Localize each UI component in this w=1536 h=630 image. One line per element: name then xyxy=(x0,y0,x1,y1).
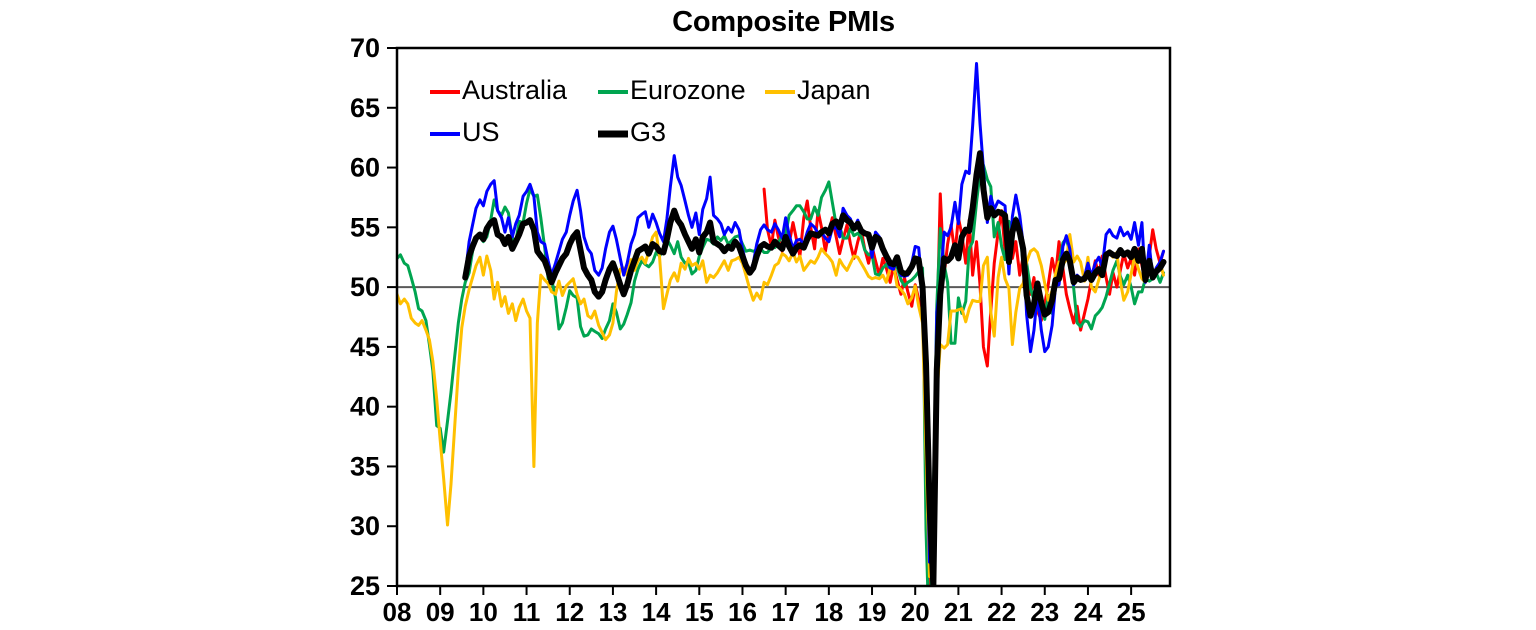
x-tick-label: 20 xyxy=(901,597,930,627)
y-tick-label: 55 xyxy=(350,212,380,242)
page-title: Composite PMIs xyxy=(672,6,895,38)
x-tick-label: 09 xyxy=(426,597,455,627)
y-tick-label: 30 xyxy=(350,511,380,541)
y-tick-label: 25 xyxy=(350,571,380,601)
legend-item-g3: G3 xyxy=(598,117,666,147)
y-tick-label: 35 xyxy=(350,451,380,481)
x-tick-label: 10 xyxy=(469,597,498,627)
x-tick-label: 24 xyxy=(1073,597,1102,627)
legend-item-australia: Australia xyxy=(430,75,568,105)
y-tick-label: 70 xyxy=(350,33,380,63)
x-tick-label: 13 xyxy=(598,597,627,627)
x-tick-label: 25 xyxy=(1117,597,1146,627)
x-tick-label: 16 xyxy=(728,597,757,627)
series-lines xyxy=(397,62,1167,586)
x-tick-label: 22 xyxy=(987,597,1016,627)
legend-label: G3 xyxy=(630,117,666,147)
series-line-us xyxy=(463,62,1166,564)
x-tick-label: 18 xyxy=(814,597,843,627)
plot-frame xyxy=(395,46,1172,588)
legend-label: Eurozone xyxy=(630,75,746,105)
y-tick-label: 60 xyxy=(350,153,380,183)
y-tick-label: 50 xyxy=(350,272,380,302)
x-tick-label: 12 xyxy=(555,597,584,627)
series-line-g3 xyxy=(462,150,1167,586)
y-tick-label: 45 xyxy=(350,332,380,362)
x-tick-label: 23 xyxy=(1030,597,1059,627)
x-tick-label: 21 xyxy=(944,597,973,627)
y-tick-label: 40 xyxy=(350,392,380,422)
x-tick-label: 14 xyxy=(642,597,671,627)
x-axis-ticks: 08 09 10 11 12 13 14 15 16 17 18 19 20 21 22 23 24 25 xyxy=(383,586,1146,627)
legend-label: Japan xyxy=(797,75,871,105)
legend-item-eurozone: Eurozone xyxy=(598,75,746,105)
x-tick-label: 08 xyxy=(383,597,412,627)
chart-legend: Australia Eurozone Japan US G3 xyxy=(430,75,871,147)
legend-label: Australia xyxy=(462,75,568,105)
legend-label: US xyxy=(462,117,500,147)
legend-item-us: US xyxy=(430,117,500,147)
x-tick-label: 15 xyxy=(685,597,714,627)
x-tick-label: 11 xyxy=(513,597,541,627)
y-axis-ticks: 25 30 35 40 45 50 55 60 65 70 xyxy=(350,33,397,601)
x-tick-label: 17 xyxy=(771,597,800,627)
series-line-japan xyxy=(397,230,1166,578)
legend-item-japan: Japan xyxy=(765,75,871,105)
x-tick-label: 19 xyxy=(858,597,887,627)
y-tick-label: 65 xyxy=(350,93,380,123)
